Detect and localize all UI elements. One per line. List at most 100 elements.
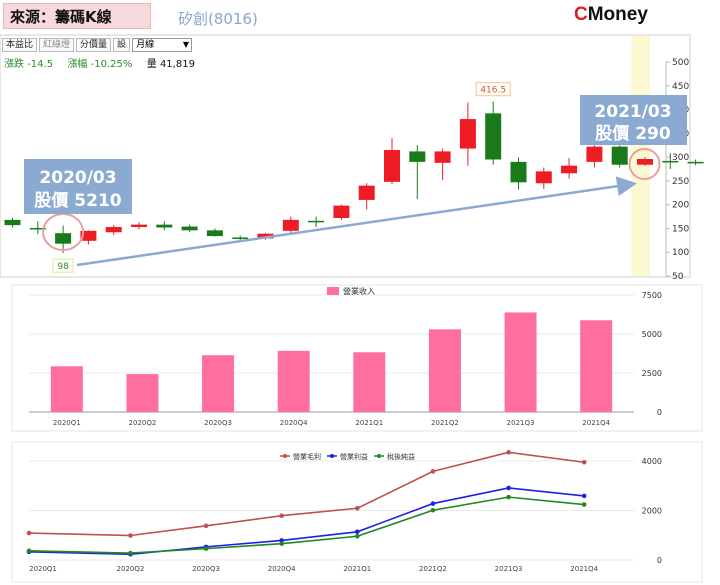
brand-c: C [574, 4, 588, 25]
kline-y-tick-label: 300 [672, 153, 689, 163]
traffic-light-button[interactable]: 紅綠燈 [39, 38, 75, 52]
line-legend-label: 營業毛利 [293, 452, 321, 461]
kline-frame [0, 34, 691, 278]
callout-2021-date: 2021/03 [594, 102, 671, 122]
profit-line [28, 451, 585, 537]
candle-body [434, 151, 451, 163]
period-select-value: 月線 [136, 40, 155, 50]
kline-y-tick-label: 100 [672, 248, 689, 258]
callout-2021-price: 股價 290 [595, 123, 671, 144]
line-x-tick-label: 2021Q1 [343, 565, 371, 573]
low-label: 98 [57, 262, 69, 272]
revenue-bar [202, 355, 235, 412]
line-y-tick-label: 4000 [642, 457, 662, 466]
high-label-box [475, 82, 511, 97]
revenue-bar [277, 350, 310, 412]
cmoney-logo: CMoney [574, 4, 648, 26]
bar-x-tick-label: 2020Q2 [129, 419, 157, 427]
line-x-tick-label: 2021Q3 [495, 565, 523, 573]
line-legend-label: 稅後純益 [387, 452, 415, 461]
candle-body [257, 233, 274, 239]
candle-body [586, 146, 603, 162]
bar-x-tick-label: 2020Q1 [53, 419, 81, 427]
profit-point [203, 523, 209, 529]
settings-button[interactable]: 設 [113, 38, 131, 52]
candle-body [156, 224, 173, 228]
candle-body [384, 149, 400, 182]
callout-2020-box [24, 159, 132, 214]
candle-body [131, 224, 147, 228]
trend-arrow [76, 176, 637, 267]
kline-y-tick-label: 50 [672, 272, 684, 282]
chevron-down-icon: ▼ [182, 40, 190, 49]
line-y-tick-label: 2000 [642, 507, 662, 516]
kline-y-tick-label: 200 [672, 201, 689, 211]
period-select[interactable]: 月線 ▼ [132, 38, 193, 52]
kline-y-tick-label: 450 [672, 82, 689, 92]
line-legend-dot [377, 454, 381, 458]
candle-body [358, 185, 375, 200]
chart-toolbar: 本益比 紅綠燈 分價量 設 月線 ▼ [2, 38, 193, 52]
profit-point [279, 513, 284, 518]
candle-body [611, 146, 628, 165]
line-y-tick-label: 0 [657, 556, 662, 565]
revenue-bar [580, 320, 613, 412]
bar-y-tick-label: 2500 [642, 369, 662, 378]
line-legend-label: 營業利益 [340, 452, 368, 461]
candle-body [282, 219, 299, 231]
line-frame [11, 441, 703, 583]
bar-y-tick-label: 0 [657, 408, 662, 417]
pe-button[interactable]: 本益比 [2, 38, 38, 52]
bar-legend-label: 營業收入 [343, 286, 375, 296]
bar-y-tick-label: 5000 [642, 330, 662, 339]
candle-body [687, 161, 704, 164]
profit-point [355, 533, 360, 539]
line-x-tick-label: 2020Q2 [117, 565, 145, 573]
profit-point [128, 533, 133, 538]
source-label: 來源：籌碼K線 [3, 3, 151, 29]
candle-body [637, 159, 653, 165]
candle-body [561, 165, 578, 174]
revenue-bar [353, 352, 386, 412]
volume-value: 41,819 [159, 59, 195, 70]
profit-point [26, 548, 32, 554]
stock-title: 矽創(8016) [178, 10, 258, 28]
quote-line: 漲跌 -14.5 漲幅 -10.25% 量 41,819 [4, 55, 195, 70]
profit-point [506, 485, 511, 491]
line-x-tick-label: 2021Q2 [419, 565, 447, 573]
brand-rest: Money [587, 4, 648, 25]
profit-point [128, 550, 133, 556]
revenue-bar [428, 329, 461, 412]
profit-point [506, 494, 511, 500]
candle-body [485, 113, 502, 160]
callout-2020-price: 股價 5210 [34, 190, 121, 211]
profit-point [430, 507, 436, 513]
profit-point [430, 501, 436, 506]
change-label: 漲跌 [4, 59, 24, 70]
profit-line [28, 496, 585, 554]
candle-body [333, 205, 350, 218]
profit-point [203, 546, 209, 551]
price-volume-button[interactable]: 分價量 [76, 38, 112, 52]
candle-body [181, 226, 198, 231]
line-x-tick-label: 2021Q4 [570, 565, 598, 573]
low-label-box [52, 258, 74, 273]
candle-body [105, 227, 122, 233]
revenue-bar [126, 374, 159, 412]
revenue-bar [504, 312, 537, 412]
profit-point [581, 493, 587, 499]
candle-body [510, 161, 527, 183]
profit-point [581, 502, 587, 507]
profit-point [355, 505, 360, 511]
candle-body [80, 230, 97, 241]
candle-body [409, 151, 426, 162]
candle-body [55, 233, 72, 244]
bar-frame [11, 284, 703, 432]
volume-label: 量 [146, 59, 157, 70]
circle-2021-03 [628, 148, 661, 180]
candle-body [459, 119, 476, 149]
change-value: -14.5 [27, 59, 54, 70]
line-legend-dot [283, 454, 287, 458]
candle-body [206, 230, 223, 237]
